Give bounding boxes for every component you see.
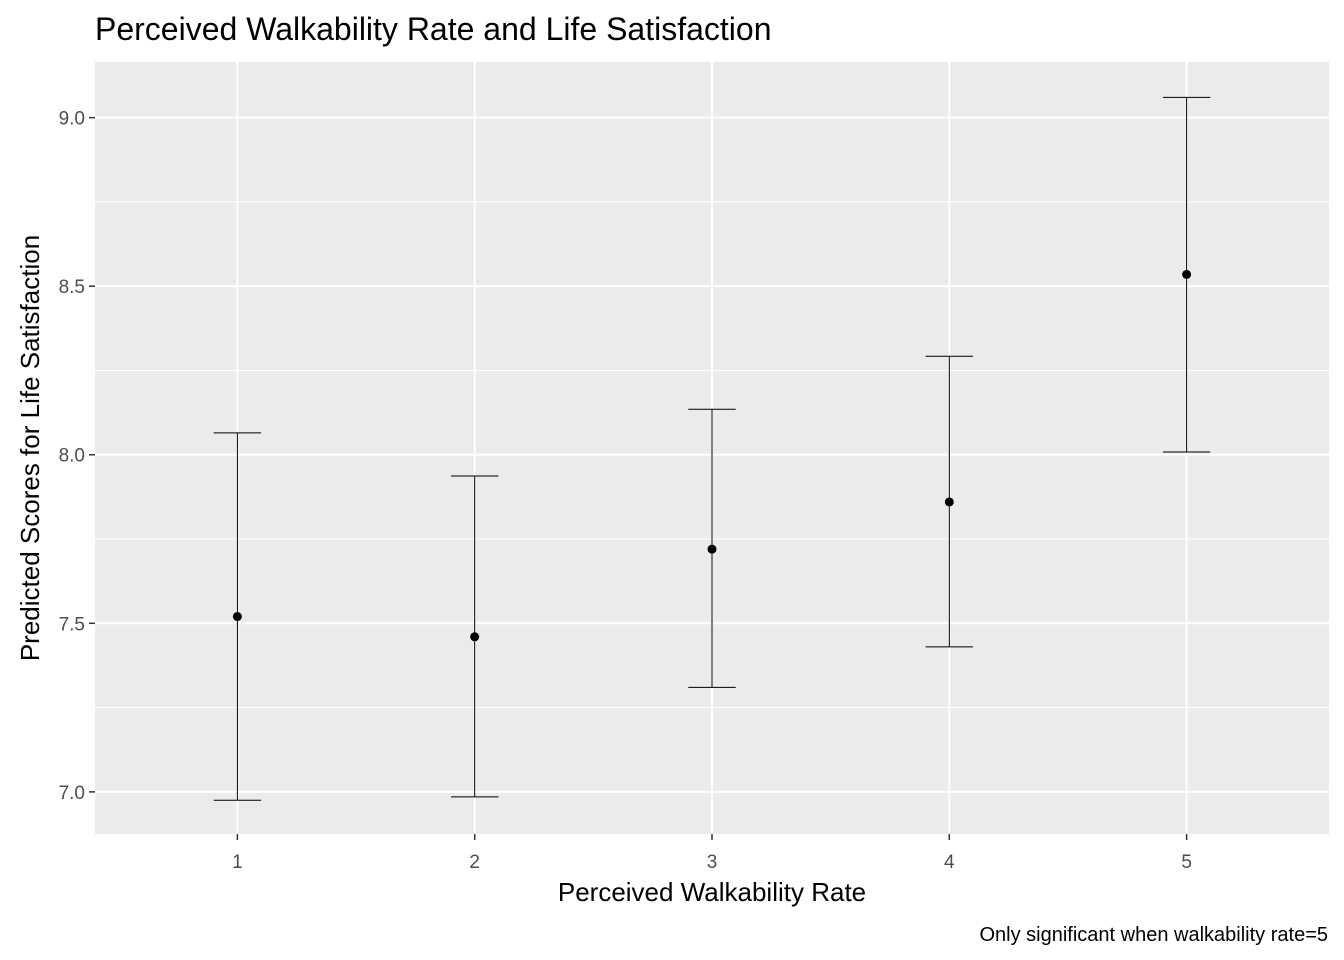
y-tick-label: 7.5	[59, 614, 85, 635]
x-tick-label: 3	[707, 852, 718, 873]
x-tick-label: 2	[469, 852, 480, 873]
y-axis-title: Predicted Scores for Life Satisfaction	[15, 235, 45, 661]
x-tick-label: 5	[1181, 852, 1192, 873]
y-tick-label: 9.0	[59, 109, 85, 130]
chart-title: Perceived Walkability Rate and Life Sati…	[95, 11, 771, 47]
data-point	[1182, 269, 1192, 279]
y-tick-label: 7.0	[59, 783, 85, 804]
x-tick-label: 4	[944, 852, 955, 873]
data-point	[707, 544, 717, 554]
data-point	[232, 612, 242, 622]
y-tick-label: 8.5	[59, 277, 85, 298]
x-tick-label: 1	[232, 852, 243, 873]
data-point	[944, 497, 954, 507]
x-axis: 1 2 3 4 5	[232, 834, 1192, 873]
x-axis-title: Perceived Walkability Rate	[558, 877, 866, 907]
y-tick-label: 8.0	[59, 446, 85, 467]
points	[232, 269, 1192, 642]
data-point	[470, 632, 480, 642]
y-axis: 7.0 7.5 8.0 8.5 9.0	[59, 109, 95, 804]
chart-caption: Only significant when walkability rate=5	[979, 924, 1328, 946]
